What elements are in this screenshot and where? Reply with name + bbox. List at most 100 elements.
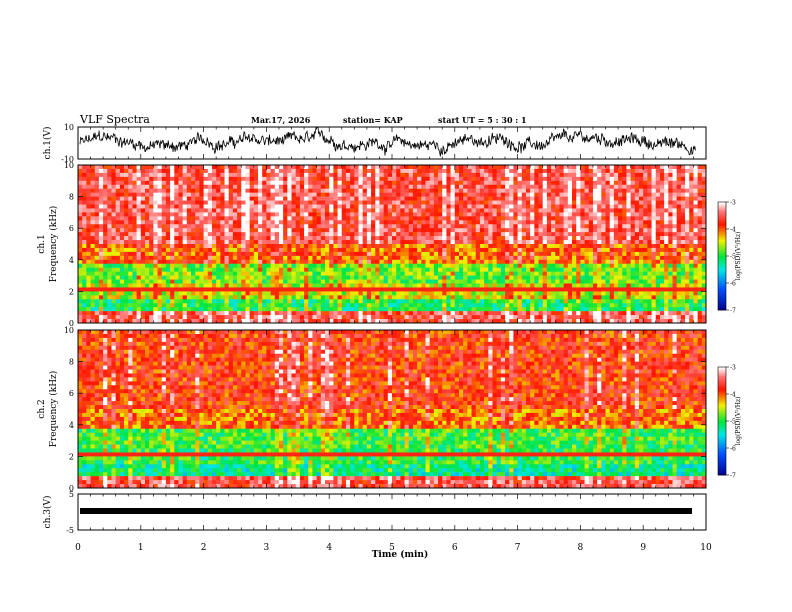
spectrogram-cell (392, 307, 397, 312)
spectrogram-cell (224, 184, 230, 189)
spectrogram-cell (170, 188, 175, 193)
spectrogram-cell (98, 244, 104, 249)
spectrogram-cell (266, 168, 271, 174)
spectrogram-cell (128, 228, 133, 233)
spectrogram-cell (580, 240, 585, 245)
spectrogram-cell (592, 267, 598, 272)
spectrogram-cell (274, 283, 280, 288)
ch1-waveform-panel (77, 126, 707, 160)
spectrogram-cell (379, 275, 384, 280)
spectrogram-cell (199, 291, 204, 296)
spectrogram-cell (258, 240, 263, 245)
spectrogram-cell (270, 216, 276, 221)
spectrogram-cell (597, 240, 602, 245)
spectrogram-cell (78, 244, 83, 249)
spectrogram-cell (312, 192, 317, 197)
spectrogram-cell (283, 240, 288, 245)
spectrogram-cell (534, 307, 539, 312)
spectrogram-cell (513, 299, 518, 304)
spectrogram-cell (274, 184, 280, 189)
spectrogram-cell (82, 200, 87, 205)
spectrogram-cell (383, 247, 389, 253)
spectrogram-cell (438, 271, 443, 276)
spectrogram-cell (124, 236, 129, 241)
spectrogram-cell (492, 196, 497, 201)
spectrogram-cell (341, 168, 347, 174)
spectrogram-cell (542, 168, 548, 174)
spectrogram-cell (249, 200, 255, 205)
spectrogram-cell (513, 216, 518, 221)
spectrogram-cell (103, 220, 108, 225)
spectrogram-cell (98, 208, 104, 213)
spectrogram-cell (144, 180, 150, 186)
spectrogram-cell (224, 283, 230, 288)
spectrogram-cell (588, 232, 594, 237)
spectrogram-cell (132, 196, 137, 201)
spectrogram-cell (433, 236, 439, 241)
spectrogram-cell (383, 200, 389, 205)
spectrogram-cell (291, 255, 297, 261)
spectrogram-cell (157, 200, 163, 205)
spectrogram-cell (513, 168, 518, 174)
spectrogram-cell (458, 188, 464, 193)
spectrogram-cell (245, 315, 250, 320)
spectrogram-cell (538, 184, 544, 189)
spectrogram-cell (580, 172, 585, 178)
spectrogram-cell (362, 184, 368, 189)
spectrogram-cell (253, 307, 259, 312)
spectrogram-cell (362, 208, 368, 213)
spectrogram-cell (258, 244, 263, 249)
spectrogram-cell (253, 192, 259, 197)
spectrogram-cell (203, 271, 209, 276)
spectrogram-cell (421, 247, 426, 253)
spectrogram-cell (82, 204, 87, 209)
spectrogram-cell (379, 263, 384, 268)
spectrogram-cell (555, 279, 560, 284)
spectrogram-cell (253, 232, 259, 237)
spectrogram-cell (509, 271, 514, 276)
spectrogram-cell (211, 251, 217, 257)
spectrogram-cell (320, 255, 326, 261)
spectrogram-cell (488, 315, 493, 320)
spectrogram-cell (228, 192, 234, 197)
spectrogram-cell (379, 200, 384, 205)
spectrogram-cell (153, 188, 158, 193)
spectrogram-cell (492, 283, 497, 288)
spectrogram-cell (174, 263, 179, 268)
spectrogram-cell (232, 184, 238, 189)
spectrogram-cell (417, 275, 422, 280)
spectrogram-cell (555, 204, 560, 209)
spectrogram-cell (375, 184, 380, 189)
spectrogram-cell (588, 165, 594, 170)
spectrogram-cell (337, 200, 343, 205)
spectrogram-cell (576, 247, 581, 253)
spectrogram-cell (103, 303, 108, 308)
spectrogram-cell (107, 275, 112, 280)
spectrogram-cell (404, 271, 410, 276)
spectrogram-cell (140, 299, 146, 304)
spectrogram-cell (580, 224, 585, 229)
spectrogram-cell (387, 232, 393, 237)
spectrogram-cell (450, 165, 456, 170)
spectrogram-cell (392, 180, 397, 186)
spectrogram-cell (153, 196, 158, 201)
spectrogram-cell (111, 204, 116, 209)
spectrogram-cell (283, 319, 288, 324)
spectrogram-cell (341, 240, 347, 245)
spectrogram-cell (258, 220, 263, 225)
spectrogram-cell (211, 165, 217, 170)
spectrogram-cell (182, 311, 188, 316)
spectrogram-cell (362, 279, 368, 284)
spectrogram-cell (165, 212, 171, 217)
spectrogram-cell (174, 216, 179, 221)
spectrogram-cell (283, 259, 288, 265)
spectrogram-cell (597, 255, 602, 261)
spectrogram-cell (567, 200, 573, 205)
spectrogram-cell (119, 196, 125, 201)
spectrogram-cell (128, 287, 133, 292)
spectrogram-cell (350, 180, 355, 186)
spectrogram-cell (149, 247, 154, 253)
spectrogram-cell (119, 200, 125, 205)
spectrogram-cell (161, 315, 167, 320)
spectrogram-cell (588, 200, 594, 205)
